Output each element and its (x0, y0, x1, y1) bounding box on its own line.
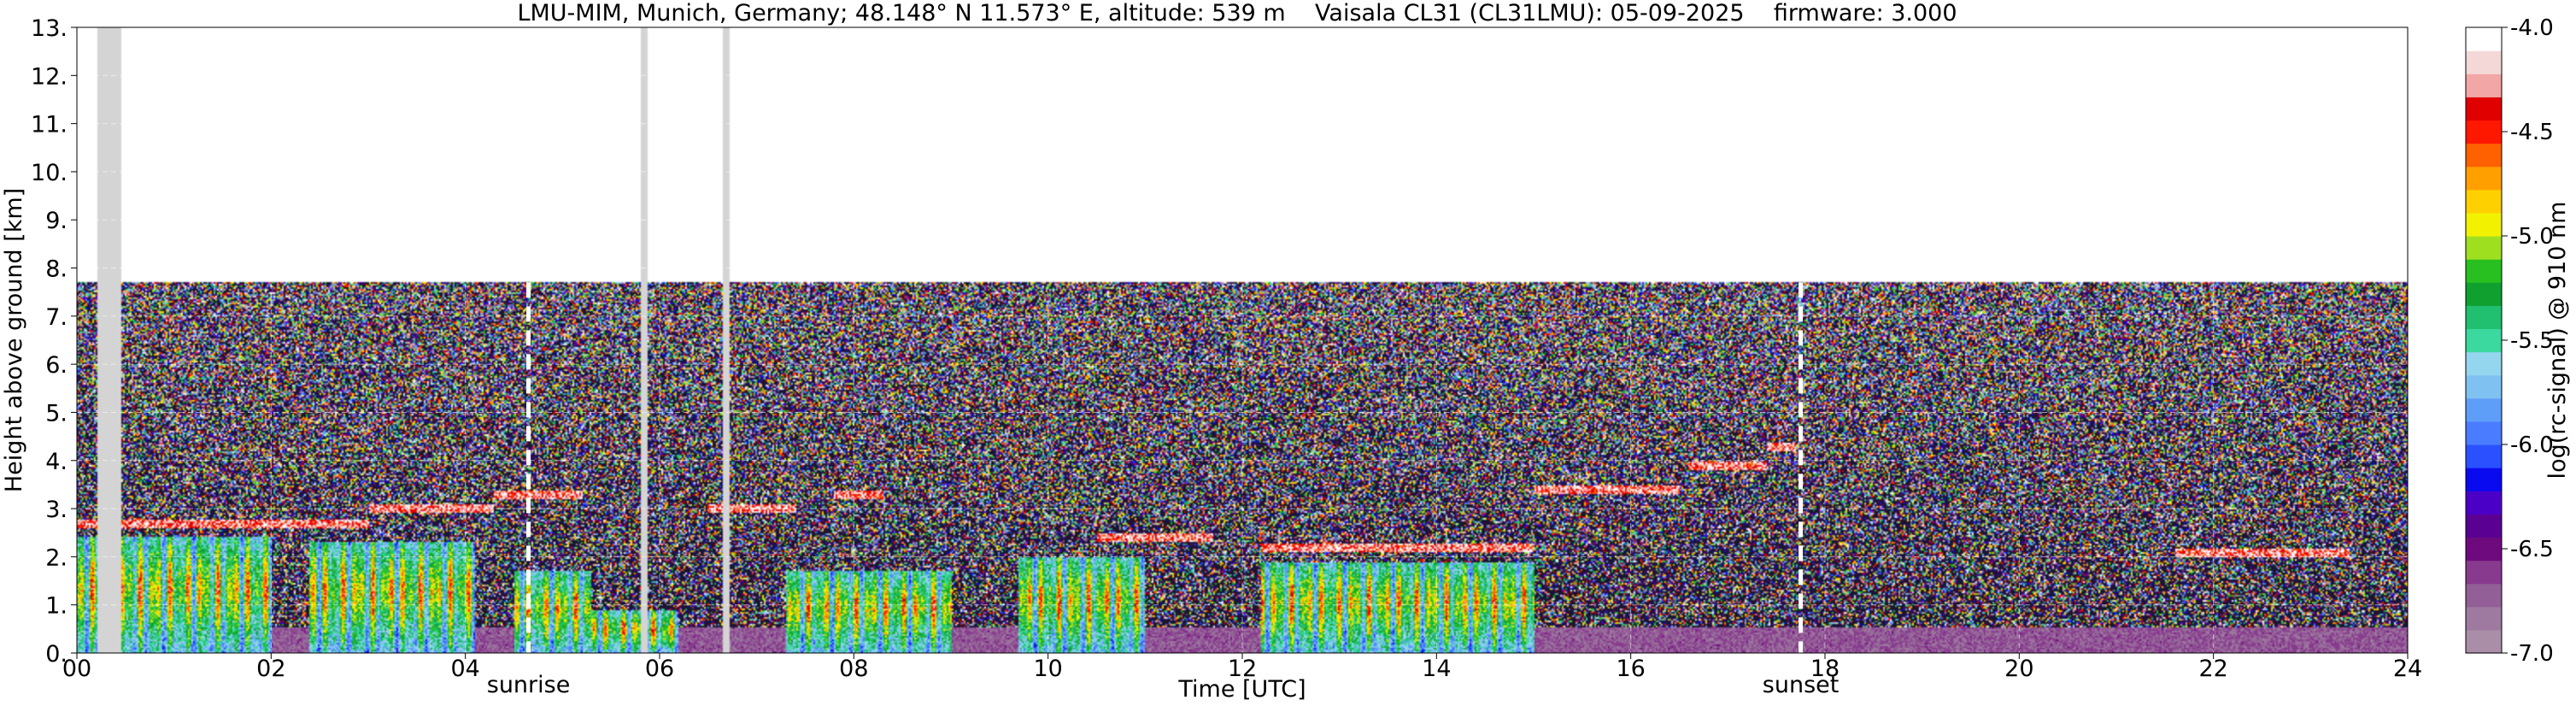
colorbar-tick-label: -4.5 (2510, 120, 2554, 145)
y-tick-label: 9. (45, 208, 67, 234)
colorbar-bin (2466, 282, 2502, 306)
y-tick-label: 0. (45, 641, 67, 668)
y-tick-label: 13. (31, 15, 67, 42)
y-tick-label: 4. (45, 449, 67, 475)
colorbar-bin (2466, 537, 2502, 562)
y-tick-label: 11. (31, 112, 67, 138)
y-axis-label: Height above ground [km] (1, 188, 27, 492)
x-tick-label: 04 (450, 656, 479, 682)
x-tick-label: 22 (2198, 656, 2227, 682)
x-axis: 00 02 04 06 08 10 12 14 16 18 20 22 24 (62, 653, 2422, 682)
colorbar-bin (2466, 120, 2502, 144)
x-tick-label: 24 (2393, 656, 2422, 682)
colorbar-label: log(rc-signal) @ 910 nm (2544, 202, 2571, 479)
event-markers (526, 282, 1804, 653)
colorbar-bin (2466, 583, 2502, 608)
y-tick-label: 7. (45, 304, 67, 331)
grid (77, 27, 2408, 653)
colorbar-bin (2466, 560, 2502, 585)
colorbar-bin (2466, 374, 2502, 399)
colorbar-bin (2466, 259, 2502, 283)
y-tick-label: 1. (45, 593, 67, 620)
x-tick-label: 16 (1616, 656, 1645, 682)
colorbar-bin (2466, 421, 2502, 445)
x-tick-label: 00 (62, 656, 91, 682)
colorbar-bin (2466, 468, 2502, 491)
x-tick-label: 08 (839, 656, 868, 682)
colorbar-tick-label: -6.0 (2510, 432, 2554, 458)
colorbar-tick-label: -5.5 (2510, 328, 2554, 354)
chart-title: LMU-MIM, Munich, Germany; 48.148° N 11.5… (517, 0, 1957, 26)
y-tick-label: 8. (45, 256, 67, 283)
y-tick-label: 12. (31, 63, 67, 90)
x-tick-label: 02 (256, 656, 285, 682)
event-label: sunset (1763, 672, 1840, 698)
colorbar-bin (2466, 514, 2502, 538)
y-tick-label: 6. (45, 352, 67, 379)
colorbar-bin (2466, 629, 2502, 654)
colorbar-tick-label: -6.5 (2510, 537, 2554, 562)
x-tick-label: 06 (645, 656, 674, 682)
y-tick-label: 2. (45, 544, 67, 571)
colorbar-tick-label: -5.0 (2510, 224, 2554, 250)
y-tick-label: 10. (31, 160, 67, 186)
colorbar-bin (2466, 74, 2502, 97)
x-tick-label: 20 (2004, 656, 2033, 682)
colorbar-tick-label: -4.0 (2510, 15, 2554, 41)
plot-area (76, 26, 2409, 654)
colorbar-bin (2466, 189, 2502, 214)
colorbar-bin (2466, 328, 2502, 353)
colorbar-bin (2466, 606, 2502, 631)
colorbar-bin (2466, 397, 2502, 422)
x-tick-label: 18 (1810, 656, 1840, 682)
colorbar-bin (2466, 166, 2502, 191)
colorbar-ticks: -7.0 -6.5 -6.0 -5.5 -5.0 -4.5 -4.0 (2502, 15, 2554, 667)
colorbar-bin (2466, 50, 2502, 74)
colorbar-tick-label: -7.0 (2510, 641, 2554, 667)
colorbar-bin (2466, 444, 2502, 468)
y-tick-label: 3. (45, 497, 67, 523)
colorbar-bins (2466, 27, 2502, 654)
x-tick-label: 14 (1422, 656, 1451, 682)
colorbar-bin (2466, 236, 2502, 260)
colorbar: -7.0 -6.5 -6.0 -5.5 -5.0 -4.5 -4.0 log(rc-sign… (2465, 15, 2571, 667)
colorbar-bin (2466, 491, 2502, 515)
y-axis: 0. 1. 2. 3. 4. 5. 6. 7. 8. 9. 10. 11. 12. 13. (31, 15, 77, 668)
colorbar-bin (2466, 27, 2502, 51)
event-label: sunrise (487, 672, 571, 698)
colorbar-bin (2466, 143, 2502, 168)
x-tick-label: 12 (1228, 656, 1257, 682)
x-tick-label: 10 (1033, 656, 1062, 682)
y-tick-label: 5. (45, 400, 67, 427)
colorbar-bin (2466, 305, 2502, 330)
x-axis-label: Time [UTC] (1177, 676, 1306, 703)
colorbar-bin (2466, 212, 2502, 237)
colorbar-bin (2466, 97, 2502, 121)
colorbar-bin (2466, 351, 2502, 376)
